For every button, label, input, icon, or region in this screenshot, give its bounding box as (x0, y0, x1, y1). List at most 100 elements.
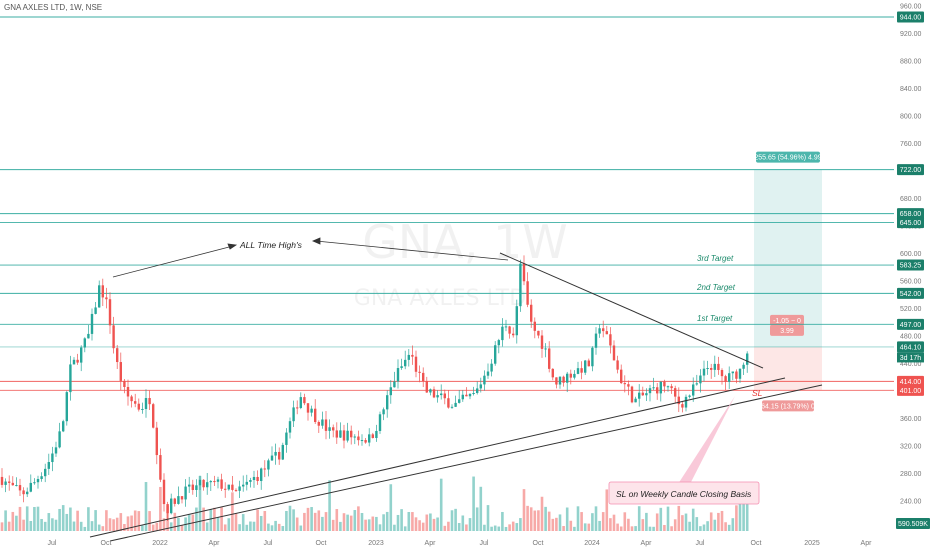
volume-bar (65, 513, 69, 531)
lower-trendline-2[interactable] (109, 384, 823, 542)
volume-bar (623, 512, 627, 531)
volume-bar (497, 526, 501, 531)
level-badge: 645.00 (897, 217, 924, 229)
candle (742, 362, 745, 375)
time-tick: 2024 (584, 540, 600, 547)
time-tick: Jul (48, 540, 57, 547)
candle (332, 424, 335, 438)
candle (137, 398, 140, 412)
price-tick: 560.00 (900, 279, 922, 286)
volume-bar (112, 519, 115, 531)
candle (396, 359, 400, 389)
candle (436, 390, 439, 403)
target-stats-label: 255.65 (54.96%) 4.99 (754, 151, 822, 163)
volume-bar (403, 526, 407, 531)
volume-bar (263, 511, 267, 531)
watermark-symbol: GNA, 1W (362, 215, 568, 269)
candle (591, 346, 594, 372)
volume-bar (267, 523, 270, 531)
volume-bar (627, 518, 630, 531)
volume-bar (652, 526, 655, 531)
svg-text:645.00: 645.00 (900, 220, 922, 227)
candle (548, 341, 551, 373)
volume-bar (83, 526, 87, 531)
volume-bar (738, 492, 742, 531)
candle (148, 390, 151, 410)
position-tool[interactable]: 255.65 (54.96%) 4.99 -1.05 − 0 3.99 64.15 (… (754, 151, 822, 412)
candle (537, 330, 540, 339)
volume-bar (339, 521, 342, 531)
candle (490, 359, 493, 377)
candle (364, 438, 367, 444)
volume-bar (547, 511, 551, 531)
volume-bar (216, 517, 220, 531)
price-tick: 320.00 (900, 444, 922, 451)
candle (598, 324, 601, 338)
svg-text:401.00: 401.00 (900, 388, 922, 395)
volume-bar (227, 518, 231, 531)
candle (670, 383, 673, 394)
candle (684, 394, 688, 412)
level-badge: 658.00 (897, 208, 924, 220)
price-tick: 920.00 (900, 31, 922, 38)
volume-bar (745, 487, 749, 531)
volume-bar (331, 519, 335, 531)
volume-bar (540, 496, 544, 531)
candle (494, 341, 497, 366)
upper-trendline[interactable] (499, 252, 764, 369)
volume-bar (22, 519, 25, 531)
time-tick: Oct (533, 540, 544, 547)
volume-bar (306, 507, 310, 531)
volume-bar (472, 476, 475, 531)
time-axis[interactable]: Jul Oct 2022 Apr Jul Oct 2023 Apr Jul Oct 2024 Apr J… (48, 540, 873, 547)
volume-bar (295, 517, 299, 531)
time-tick: 2022 (152, 540, 168, 547)
candle (731, 371, 734, 381)
candle (515, 299, 518, 344)
candle (105, 287, 108, 309)
volume-bar (43, 521, 47, 531)
candle (530, 299, 533, 328)
candle (152, 402, 155, 429)
volume-bar (0, 522, 4, 531)
volume-bar (529, 507, 533, 531)
candle (357, 430, 360, 446)
price-tick: 280.00 (900, 471, 922, 478)
candle (677, 387, 680, 413)
candle (8, 475, 11, 491)
svg-text:590.509K: 590.509K (898, 521, 928, 528)
volume-bar (4, 510, 7, 531)
candle (483, 370, 486, 391)
candle (407, 349, 410, 367)
price-tick: 360.00 (900, 416, 922, 423)
volume-bar (641, 519, 645, 531)
candle (674, 385, 677, 403)
lower-trendline-1[interactable] (89, 377, 786, 538)
volume-bar (429, 513, 432, 531)
time-tick: Jul (696, 540, 705, 547)
candle (569, 369, 572, 385)
candle (375, 424, 378, 442)
level-badge: 722.00 (897, 164, 924, 176)
volume-bar (742, 490, 745, 531)
volume-bar (699, 526, 702, 531)
volume-bar (94, 510, 97, 531)
candle (288, 417, 292, 439)
candle (497, 338, 500, 354)
candle (544, 343, 547, 358)
volume-bar (414, 517, 418, 531)
price-axis[interactable]: 960.00920.00880.00840.00800.00760.00720.… (900, 4, 922, 506)
candle (274, 443, 277, 465)
time-tick: Apr (425, 540, 437, 547)
candle (584, 359, 587, 376)
svg-text:-1.05 − 0: -1.05 − 0 (773, 318, 801, 325)
candle (566, 371, 569, 393)
candle (663, 379, 666, 393)
volume-bar (508, 524, 511, 531)
volume-bar (720, 510, 724, 531)
volume-bar (87, 507, 90, 531)
candle (450, 404, 454, 409)
volume-bar (335, 509, 339, 531)
volume-bar (270, 525, 274, 531)
